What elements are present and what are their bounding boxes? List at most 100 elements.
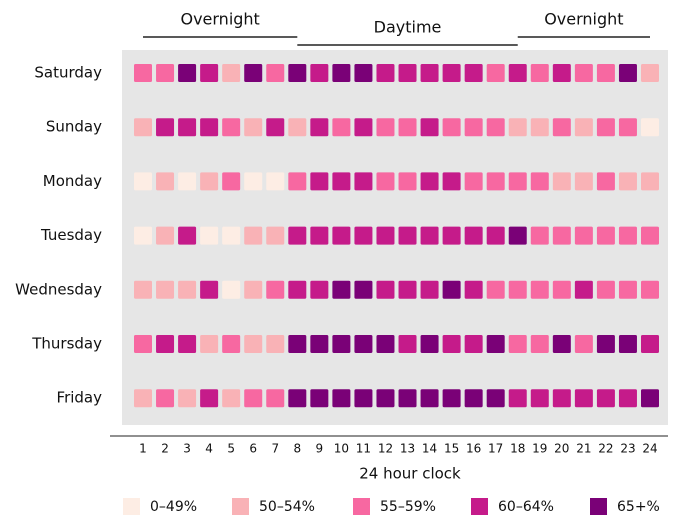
x-tick-label: 23 bbox=[620, 442, 635, 456]
legend-swatch bbox=[471, 498, 488, 515]
heat-cell bbox=[244, 389, 263, 408]
heat-cell bbox=[508, 172, 527, 191]
heat-cell bbox=[288, 172, 307, 191]
heat-cell bbox=[618, 280, 637, 299]
heat-cell bbox=[266, 389, 285, 408]
heat-cell bbox=[641, 172, 659, 191]
heat-cell bbox=[332, 118, 351, 137]
heat-cell bbox=[618, 389, 637, 408]
heat-cell bbox=[222, 280, 241, 299]
heat-cell bbox=[354, 280, 373, 299]
heat-cell bbox=[574, 118, 593, 137]
heat-cell bbox=[156, 172, 175, 191]
heat-cell bbox=[530, 280, 549, 299]
heat-cell bbox=[200, 389, 219, 408]
heat-cell bbox=[200, 118, 219, 137]
heat-cell bbox=[178, 389, 197, 408]
heat-cell bbox=[398, 118, 417, 137]
heat-cell bbox=[376, 280, 395, 299]
heat-cell bbox=[200, 172, 219, 191]
heat-cell bbox=[442, 64, 461, 82]
heat-cell bbox=[420, 335, 439, 353]
heat-cell bbox=[420, 389, 439, 408]
heat-cell bbox=[398, 280, 417, 299]
heat-cell bbox=[508, 335, 527, 353]
x-tick-label: 5 bbox=[227, 442, 235, 456]
heat-cell bbox=[310, 389, 329, 408]
x-tick-label: 13 bbox=[400, 442, 415, 456]
heat-cell bbox=[134, 280, 152, 299]
heat-cell bbox=[134, 226, 152, 245]
heat-cell bbox=[354, 226, 373, 245]
x-tick-label: 9 bbox=[316, 442, 324, 456]
heat-cell bbox=[398, 172, 417, 191]
heat-cell bbox=[618, 226, 637, 245]
heat-cell bbox=[156, 64, 175, 82]
row-label: Tuesday bbox=[40, 226, 102, 244]
x-tick-label: 6 bbox=[249, 442, 257, 456]
heat-cell bbox=[420, 226, 439, 245]
heat-cell bbox=[552, 389, 571, 408]
heat-cell bbox=[156, 389, 175, 408]
legend-label: 0–49% bbox=[150, 499, 197, 515]
heat-cell bbox=[596, 118, 615, 137]
heat-cell bbox=[442, 389, 461, 408]
heat-cell bbox=[376, 335, 395, 353]
heat-cell bbox=[288, 335, 307, 353]
x-tick-label: 19 bbox=[532, 442, 547, 456]
row-label: Monday bbox=[43, 172, 102, 190]
legend-label: 50–54% bbox=[259, 499, 315, 515]
heat-cell bbox=[222, 335, 241, 353]
heat-cell bbox=[288, 118, 307, 137]
heat-cell bbox=[134, 335, 152, 353]
heat-cell bbox=[310, 280, 329, 299]
heat-cell bbox=[552, 64, 571, 82]
heat-cell bbox=[222, 118, 241, 137]
heat-cell bbox=[486, 335, 505, 353]
heat-cell bbox=[574, 64, 593, 82]
heat-cell bbox=[508, 64, 527, 82]
heat-cell bbox=[266, 118, 285, 137]
heat-cell bbox=[134, 172, 152, 191]
heat-cell bbox=[222, 389, 241, 408]
heat-cell bbox=[530, 335, 549, 353]
heat-cell bbox=[574, 172, 593, 191]
legend-swatch bbox=[232, 498, 249, 515]
heat-cell bbox=[134, 118, 152, 137]
x-tick-label: 14 bbox=[422, 442, 437, 456]
x-tick-label: 20 bbox=[554, 442, 569, 456]
heat-cell bbox=[354, 389, 373, 408]
heat-cell bbox=[486, 226, 505, 245]
heat-cell bbox=[376, 118, 395, 137]
heat-cell bbox=[574, 226, 593, 245]
heat-cell bbox=[178, 64, 197, 82]
heat-cell bbox=[244, 118, 263, 137]
heat-cell bbox=[266, 64, 285, 82]
heat-cell bbox=[618, 64, 637, 82]
heat-cell bbox=[486, 172, 505, 191]
legend-swatch bbox=[590, 498, 607, 515]
legend-label: 55–59% bbox=[380, 499, 436, 515]
x-tick-label: 17 bbox=[488, 442, 503, 456]
heat-cell bbox=[244, 172, 263, 191]
heat-cell bbox=[310, 64, 329, 82]
heat-cell bbox=[641, 118, 659, 137]
heat-cell bbox=[266, 280, 285, 299]
legend-swatch bbox=[123, 498, 140, 515]
heat-cell bbox=[200, 226, 219, 245]
heat-cell bbox=[354, 335, 373, 353]
heat-cell bbox=[464, 226, 483, 245]
heat-cell bbox=[596, 280, 615, 299]
heat-cell bbox=[486, 118, 505, 137]
heat-cell bbox=[310, 335, 329, 353]
heat-cell bbox=[530, 172, 549, 191]
legend-label: 65+% bbox=[617, 499, 660, 515]
heat-cell bbox=[178, 118, 197, 137]
heat-cell bbox=[376, 226, 395, 245]
row-label: Wednesday bbox=[15, 280, 102, 298]
heat-cell bbox=[552, 172, 571, 191]
heat-cell bbox=[442, 335, 461, 353]
heat-cell bbox=[178, 335, 197, 353]
heat-cell bbox=[310, 118, 329, 137]
x-tick-label: 7 bbox=[271, 442, 279, 456]
